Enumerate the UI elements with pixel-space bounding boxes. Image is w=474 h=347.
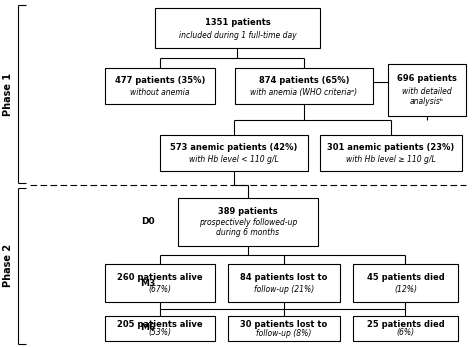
Text: with Hb level < 110 g/L: with Hb level < 110 g/L xyxy=(189,155,279,164)
Text: (12%): (12%) xyxy=(394,285,417,294)
Text: 205 patients alive: 205 patients alive xyxy=(117,320,203,329)
Text: 30 patients lost to: 30 patients lost to xyxy=(240,320,328,329)
Text: 25 patients died: 25 patients died xyxy=(366,320,444,329)
FancyBboxPatch shape xyxy=(228,316,340,341)
Text: D0: D0 xyxy=(141,217,155,226)
Text: M3: M3 xyxy=(140,279,155,288)
Text: 301 anemic patients (23%): 301 anemic patients (23%) xyxy=(328,143,455,152)
Text: 477 patients (35%): 477 patients (35%) xyxy=(115,76,205,85)
Text: (6%): (6%) xyxy=(396,329,415,338)
FancyBboxPatch shape xyxy=(160,135,308,171)
Text: with detailed
analysisᵇ: with detailed analysisᵇ xyxy=(402,86,452,106)
Text: prospectively followed-up
during 6 months: prospectively followed-up during 6 month… xyxy=(199,218,297,237)
FancyBboxPatch shape xyxy=(178,198,318,246)
Text: 696 patients: 696 patients xyxy=(397,74,457,83)
FancyBboxPatch shape xyxy=(353,316,458,341)
Text: follow-up (8%): follow-up (8%) xyxy=(256,329,312,338)
Text: Phase 2: Phase 2 xyxy=(3,244,13,287)
FancyBboxPatch shape xyxy=(105,316,215,341)
Text: 573 anemic patients (42%): 573 anemic patients (42%) xyxy=(170,143,298,152)
Text: M6: M6 xyxy=(140,323,155,332)
FancyBboxPatch shape xyxy=(388,64,466,116)
Text: with anemia (WHO criteriaᵃ): with anemia (WHO criteriaᵃ) xyxy=(250,88,357,97)
Text: Phase 1: Phase 1 xyxy=(3,73,13,116)
Text: (67%): (67%) xyxy=(148,285,172,294)
Text: 874 patients (65%): 874 patients (65%) xyxy=(259,76,349,85)
Text: (53%): (53%) xyxy=(148,329,172,338)
FancyBboxPatch shape xyxy=(353,264,458,302)
Text: 1351 patients: 1351 patients xyxy=(205,17,270,26)
Text: without anemia: without anemia xyxy=(130,88,190,97)
Text: included during 1 full-time day: included during 1 full-time day xyxy=(179,31,296,40)
FancyBboxPatch shape xyxy=(105,68,215,104)
FancyBboxPatch shape xyxy=(105,264,215,302)
Text: 84 patients lost to: 84 patients lost to xyxy=(240,273,328,282)
Text: 260 patients alive: 260 patients alive xyxy=(117,273,203,282)
Text: 45 patients died: 45 patients died xyxy=(366,273,444,282)
FancyBboxPatch shape xyxy=(235,68,373,104)
Text: 389 patients: 389 patients xyxy=(218,207,278,216)
FancyBboxPatch shape xyxy=(228,264,340,302)
FancyBboxPatch shape xyxy=(320,135,462,171)
Text: follow-up (21%): follow-up (21%) xyxy=(254,285,314,294)
Text: with Hb level ≥ 110 g/L: with Hb level ≥ 110 g/L xyxy=(346,155,436,164)
FancyBboxPatch shape xyxy=(155,8,320,48)
